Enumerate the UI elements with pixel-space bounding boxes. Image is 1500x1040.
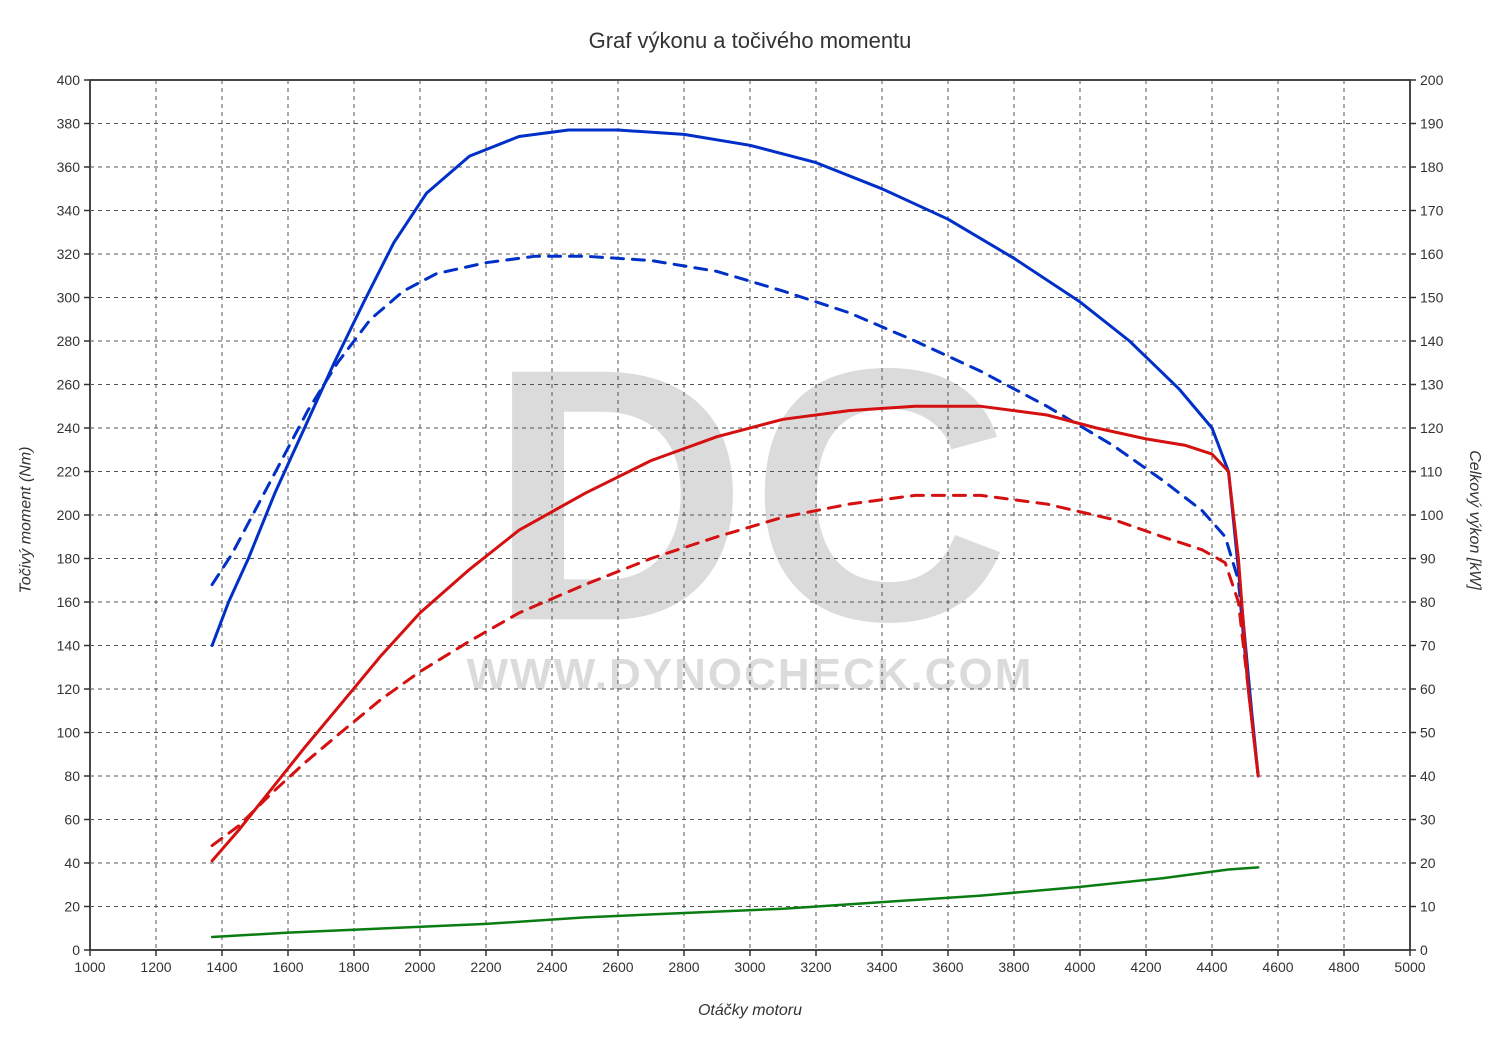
svg-text:1600: 1600: [272, 959, 303, 975]
dyno-chart: Graf výkonu a točivého momentu Otáčky mo…: [0, 0, 1500, 1040]
series-aux_green: [212, 867, 1258, 937]
svg-text:1000: 1000: [74, 959, 105, 975]
svg-text:20: 20: [64, 899, 80, 915]
svg-text:3400: 3400: [866, 959, 897, 975]
svg-text:40: 40: [1420, 768, 1436, 784]
svg-text:40: 40: [64, 855, 80, 871]
svg-text:4000: 4000: [1064, 959, 1095, 975]
svg-text:80: 80: [1420, 594, 1436, 610]
svg-text:400: 400: [57, 72, 81, 88]
svg-text:280: 280: [57, 333, 81, 349]
svg-text:240: 240: [57, 420, 81, 436]
svg-text:90: 90: [1420, 551, 1436, 567]
svg-text:140: 140: [57, 638, 81, 654]
svg-text:10: 10: [1420, 899, 1436, 915]
svg-text:2000: 2000: [404, 959, 435, 975]
svg-text:20: 20: [1420, 855, 1436, 871]
svg-text:340: 340: [57, 203, 81, 219]
svg-text:120: 120: [57, 681, 81, 697]
svg-text:1800: 1800: [338, 959, 369, 975]
plot-canvas: DCWWW.DYNOCHECK.COM100012001400160018002…: [0, 0, 1500, 1040]
svg-text:160: 160: [57, 594, 81, 610]
svg-text:100: 100: [1420, 507, 1444, 523]
svg-text:50: 50: [1420, 725, 1436, 741]
svg-text:2400: 2400: [536, 959, 567, 975]
svg-text:180: 180: [57, 551, 81, 567]
svg-text:260: 260: [57, 377, 81, 393]
svg-text:2800: 2800: [668, 959, 699, 975]
svg-text:170: 170: [1420, 203, 1444, 219]
svg-text:3800: 3800: [998, 959, 1029, 975]
svg-text:0: 0: [72, 942, 80, 958]
svg-text:3200: 3200: [800, 959, 831, 975]
svg-text:1400: 1400: [206, 959, 237, 975]
svg-text:180: 180: [1420, 159, 1444, 175]
svg-text:2200: 2200: [470, 959, 501, 975]
svg-text:200: 200: [1420, 72, 1444, 88]
svg-text:4400: 4400: [1196, 959, 1227, 975]
svg-text:60: 60: [1420, 681, 1436, 697]
svg-text:1200: 1200: [140, 959, 171, 975]
svg-text:0: 0: [1420, 942, 1428, 958]
svg-text:100: 100: [57, 725, 81, 741]
svg-text:130: 130: [1420, 377, 1444, 393]
svg-text:80: 80: [64, 768, 80, 784]
svg-text:190: 190: [1420, 116, 1444, 132]
svg-text:60: 60: [64, 812, 80, 828]
svg-text:5000: 5000: [1394, 959, 1425, 975]
svg-text:380: 380: [57, 116, 81, 132]
svg-text:2600: 2600: [602, 959, 633, 975]
svg-text:300: 300: [57, 290, 81, 306]
svg-text:360: 360: [57, 159, 81, 175]
svg-text:200: 200: [57, 507, 81, 523]
svg-text:220: 220: [57, 464, 81, 480]
svg-text:320: 320: [57, 246, 81, 262]
svg-text:30: 30: [1420, 812, 1436, 828]
svg-text:160: 160: [1420, 246, 1444, 262]
svg-text:150: 150: [1420, 290, 1444, 306]
svg-text:140: 140: [1420, 333, 1444, 349]
svg-text:4200: 4200: [1130, 959, 1161, 975]
svg-text:110: 110: [1420, 464, 1443, 480]
svg-text:4800: 4800: [1328, 959, 1359, 975]
svg-text:3000: 3000: [734, 959, 765, 975]
svg-text:4600: 4600: [1262, 959, 1293, 975]
svg-text:120: 120: [1420, 420, 1444, 436]
svg-text:3600: 3600: [932, 959, 963, 975]
svg-text:70: 70: [1420, 638, 1436, 654]
